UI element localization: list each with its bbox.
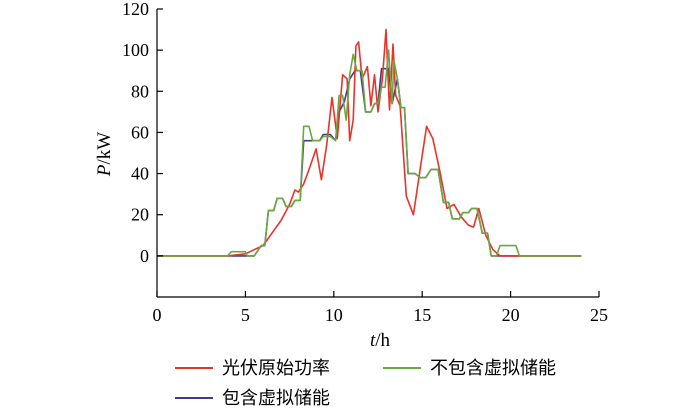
legend-item-no-virtual-storage: 不包含虚拟储能 (383, 358, 556, 379)
series-line-with-virtual-storage (157, 67, 582, 257)
legend: 光伏原始功率 不包含虚拟储能 包含虚拟储能 (175, 358, 556, 409)
legend-label-raw-pv: 光伏原始功率 (222, 358, 330, 379)
x-axis-symbol: t (370, 330, 376, 351)
y-tick-label: 80 (131, 81, 149, 101)
x-tick-label: 15 (413, 305, 431, 325)
x-tick-label: 0 (153, 305, 162, 325)
x-tick-label: 5 (241, 305, 250, 325)
y-tick-label: 60 (131, 122, 149, 142)
x-tick-label: 10 (325, 305, 343, 325)
y-tick-label: 20 (131, 205, 149, 225)
y-ticks: 0 20 40 60 80 100 120 (122, 0, 163, 266)
legend-item-raw-pv: 光伏原始功率 (175, 358, 330, 379)
x-axis-title: t/h (370, 330, 391, 351)
x-ticks: 0 5 10 15 20 25 (153, 291, 608, 325)
y-tick-label: 100 (122, 40, 149, 60)
y-tick-label: 40 (131, 164, 149, 184)
x-tick-label: 20 (502, 305, 520, 325)
legend-label-with-virtual-storage: 包含虚拟储能 (222, 388, 330, 409)
series-lines (157, 28, 582, 257)
y-axis-symbol: P (94, 164, 115, 177)
y-axis-unit: /kW (94, 132, 115, 165)
series-line-raw-pv (157, 28, 582, 257)
y-axis-title: P/kW (94, 132, 115, 177)
legend-label-no-virtual-storage: 不包含虚拟储能 (430, 358, 556, 379)
y-tick-label: 0 (140, 246, 149, 266)
series-line-no-virtual-storage (157, 49, 582, 257)
legend-item-with-virtual-storage: 包含虚拟储能 (175, 388, 330, 409)
y-tick-label: 120 (122, 0, 149, 19)
x-axis-unit: /h (375, 330, 390, 351)
x-tick-label: 25 (590, 305, 608, 325)
axes (156, 9, 599, 298)
